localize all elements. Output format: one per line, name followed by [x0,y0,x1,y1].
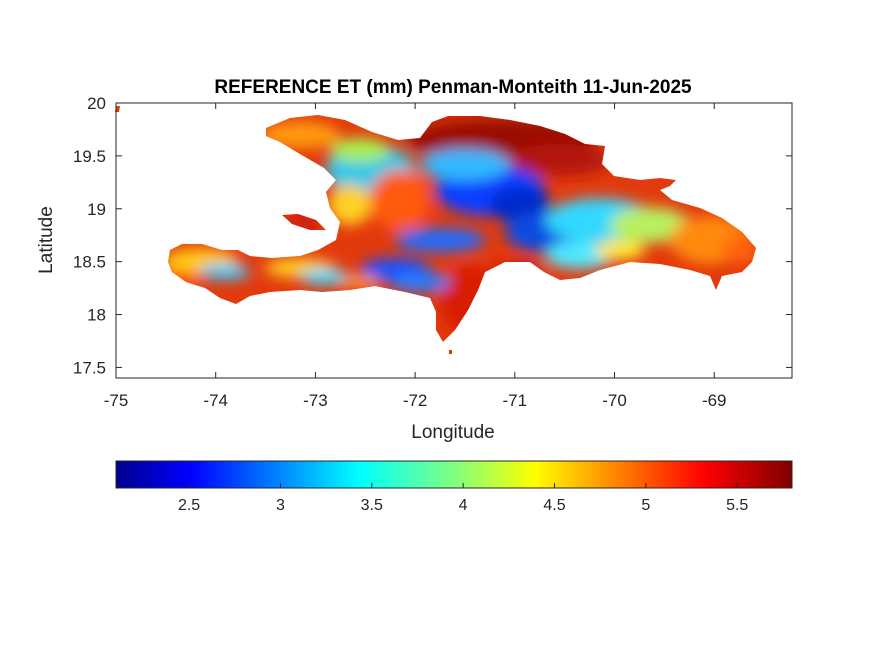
y-tick-label: 19 [87,200,106,219]
colorbar-tick-label: 3 [276,497,285,514]
colorbar-tick-label: 5.5 [726,497,748,514]
colorbar-tick-label: 3.5 [361,497,383,514]
colorbar-tick-label: 4.5 [543,497,565,514]
x-axis-ticks: -75 -74 -73 -72 -71 -70 -69 [104,103,727,410]
y-axis-label: Latitude [36,206,57,274]
x-tick-label: -70 [602,391,627,410]
x-tick-label: -71 [503,391,528,410]
x-tick-label: -72 [403,391,428,410]
y-axis-ticks: 17.5 18 18.5 19 19.5 20 [73,94,792,377]
colorbar-tick-label: 5 [641,497,650,514]
y-tick-label: 18 [87,306,106,325]
y-tick-label: 17.5 [73,358,106,377]
y-tick-label: 19.5 [73,147,106,166]
y-tick-label: 18.5 [73,253,106,272]
x-tick-label: -73 [303,391,328,410]
x-axis-label: Longitude [411,422,494,443]
colorbar-tick-label: 2.5 [178,497,200,514]
x-tick-label: -74 [203,391,228,410]
chart-title: REFERENCE ET (mm) Penman-Monteith 11-Jun… [214,77,692,98]
colorbar-ticks: 2.5 3 3.5 4 4.5 5 5.5 [178,483,748,514]
axes-frame [115,102,793,379]
x-tick-label: -69 [702,391,727,410]
colorbar-tick-label: 4 [459,497,468,514]
y-tick-label: 20 [87,94,106,113]
colorbar [115,460,793,489]
x-tick-label: -75 [104,391,129,410]
